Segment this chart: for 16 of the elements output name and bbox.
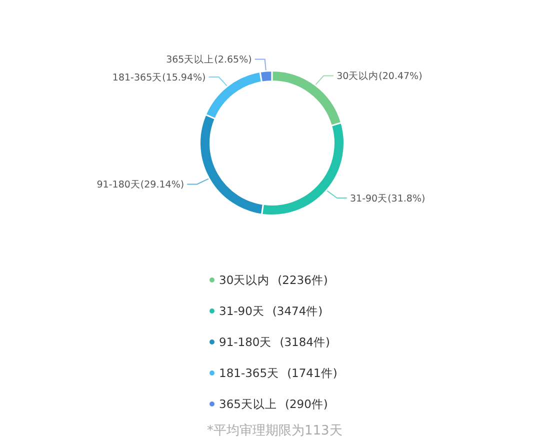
legend-label: 30天以内 xyxy=(219,273,270,288)
text: 31-90天(31.8%) xyxy=(350,193,426,204)
data-label: (2236件) xyxy=(278,273,328,288)
legend-label: 91-180天 xyxy=(219,335,272,350)
text: 91-180天(29.14%) xyxy=(96,180,184,191)
text: 30天以内(20.47%) xyxy=(336,70,422,82)
legend-label: 365天以上 xyxy=(219,397,277,412)
data-label: (3474件) xyxy=(272,304,323,318)
data-label: (3184件) xyxy=(280,335,330,350)
legend-label: 31-90天 xyxy=(219,304,264,318)
text: 365天以上(2.65%) xyxy=(166,54,252,66)
text: 181-365天(15.94%) xyxy=(112,72,206,84)
data-label: (290件) xyxy=(284,397,328,412)
legend-label: 181-365天 xyxy=(219,366,280,380)
text: *平均审理期限为113天 xyxy=(207,422,342,439)
data-label: (1741件) xyxy=(287,366,338,380)
